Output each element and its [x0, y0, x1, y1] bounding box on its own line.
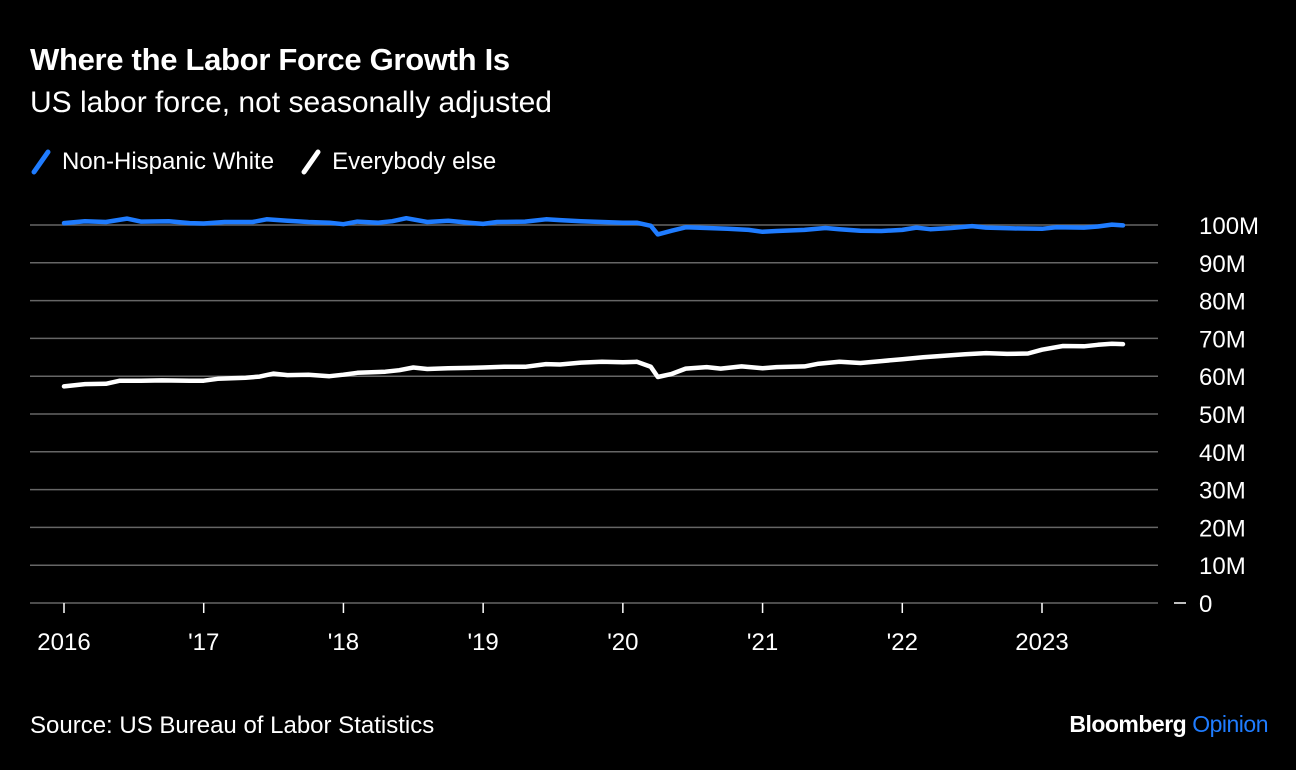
x-tick-label: 2023	[1015, 629, 1068, 656]
brand-product: Opinion	[1192, 711, 1268, 737]
y-tick-label: 90M	[1199, 251, 1246, 278]
legend-swatch-line-icon	[31, 149, 51, 175]
x-tick-label: '21	[747, 629, 778, 656]
x-tick-label: '19	[468, 629, 499, 656]
series-line-everybody-else	[61, 341, 1126, 389]
y-axis: 0 10M 20M 30M 40M 50M 60M 70M 80M 90M 100M	[1174, 213, 1259, 618]
legend: Non-Hispanic White Everybody else	[30, 148, 522, 176]
x-tick-label: '22	[887, 629, 918, 656]
legend-label: Everybody else	[332, 148, 497, 175]
chart-title: Where the Labor Force Growth Is	[30, 42, 510, 77]
y-tick-label: 60M	[1199, 364, 1246, 391]
y-tick-label: 70M	[1199, 326, 1246, 353]
legend-item-non-hispanic-white: Non-Hispanic White	[30, 148, 274, 176]
brand-name: Bloomberg	[1069, 711, 1187, 737]
x-axis: 2016 '17 '18 '19 '20 '21 '22 2023	[37, 603, 1069, 656]
legend-item-everybody-else: Everybody else	[300, 148, 496, 176]
x-tick-label: 2016	[37, 629, 90, 656]
y-tick-label: 0	[1199, 591, 1212, 618]
y-tick-label: 40M	[1199, 440, 1246, 467]
x-tick-label: '20	[607, 629, 638, 656]
grid	[30, 224, 1158, 604]
x-tick-label: '17	[188, 629, 219, 656]
y-tick-label: 30M	[1199, 478, 1246, 505]
source-note: Source: US Bureau of Labor Statistics	[30, 712, 435, 739]
x-tick-label: '18	[328, 629, 359, 656]
bloomberg-opinion-logo: Bloomberg Opinion	[1069, 711, 1268, 738]
y-tick-label: 20M	[1199, 515, 1246, 542]
chart-subtitle: US labor force, not seasonally adjusted	[30, 86, 552, 119]
y-tick-label: 100M	[1199, 213, 1259, 240]
series-group	[61, 215, 1126, 389]
y-tick-label: 80M	[1199, 289, 1246, 316]
series-line-non-hispanic-white	[61, 215, 1126, 237]
y-tick-label: 10M	[1199, 553, 1246, 580]
legend-swatch-line-icon	[301, 149, 321, 175]
legend-label: Non-Hispanic White	[62, 148, 275, 175]
y-tick-label: 50M	[1199, 402, 1246, 429]
